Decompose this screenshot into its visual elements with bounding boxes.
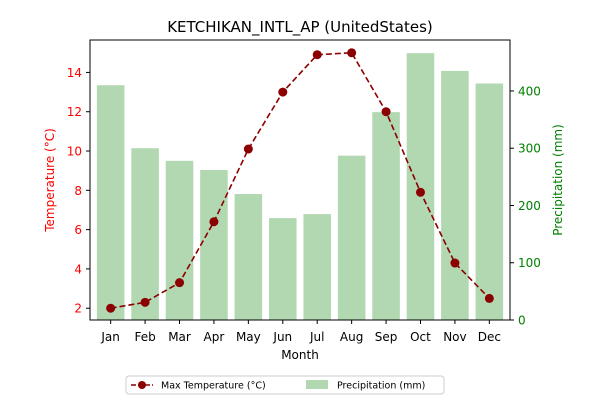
y-left-tick-label: 14 (67, 66, 82, 80)
y-right-tick-label: 100 (518, 256, 541, 270)
precip-bar-feb (131, 148, 159, 320)
temp-point-dec (484, 293, 494, 303)
precip-bar-may (234, 194, 263, 320)
x-tick-label: Jun (272, 330, 292, 344)
legend-box (125, 375, 445, 395)
precip-bar-jan (96, 85, 125, 321)
precip-bar-aug (337, 155, 366, 320)
x-tick-label: Sep (375, 330, 398, 344)
temp-point-jun (278, 87, 288, 97)
temperature-line (110, 51, 490, 309)
x-tick-label: Mar (168, 330, 191, 344)
precip-bar-oct (406, 53, 435, 320)
x-tick-label: Aug (340, 330, 363, 344)
temp-point-nov (450, 258, 460, 268)
legend: Max Temperature (°C) Precipitation (mm) (125, 375, 445, 395)
y-right-axis-label: Precipitation (mm) (551, 124, 565, 236)
x-tick-label: Dec (478, 330, 501, 344)
y-left-tick-label: 4 (74, 262, 82, 276)
temp-point-jul (312, 50, 322, 60)
temp-point-apr (209, 217, 219, 227)
precip-bar-sep (372, 112, 400, 320)
plot-frame (89, 39, 511, 321)
precip-bar-dec (475, 83, 504, 320)
temp-point-oct (415, 187, 425, 197)
y-right-tick-label: 200 (518, 199, 541, 213)
x-tick-label: Feb (134, 330, 155, 344)
x-tick-label: Apr (204, 330, 225, 344)
legend-label-precipitation: Precipitation (mm) (337, 381, 425, 392)
legend-label-temperature: Max Temperature (°C) (161, 381, 266, 392)
y-left-tick-label: 6 (74, 223, 82, 237)
temp-point-aug (347, 48, 357, 58)
precip-bar-apr (200, 169, 228, 320)
x-axis-label: Month (281, 348, 319, 362)
temp-point-jan (106, 303, 116, 313)
x-tick-label: May (236, 330, 261, 344)
y-right-tick-label: 400 (518, 84, 541, 98)
legend-marker (138, 381, 146, 389)
x-tick-label: Nov (443, 330, 466, 344)
y-right-tick-label: 300 (518, 142, 541, 156)
y-right-tick-label: 0 (518, 314, 526, 328)
x-tick-label: Jul (309, 330, 324, 344)
y-left-axis-label: Temperature (°C) (43, 128, 57, 233)
precip-bar-jun (269, 218, 297, 320)
temp-point-may (243, 144, 253, 154)
temp-point-feb (140, 297, 150, 307)
precip-bar-mar (165, 160, 194, 320)
x-tick-label: Jan (100, 330, 120, 344)
y-left-tick-label: 8 (74, 184, 82, 198)
y-left-tick-label: 2 (74, 302, 82, 316)
y-left-tick-label: 10 (67, 145, 82, 159)
legend-bar-swatch (306, 380, 328, 389)
precip-bar-nov (441, 70, 469, 320)
temp-point-sep (381, 107, 391, 117)
x-tick-label: Oct (410, 330, 431, 344)
temp-point-mar (175, 278, 185, 288)
precip-bar-jul (303, 214, 331, 320)
y-left-tick-label: 12 (67, 105, 82, 119)
chart-title: KETCHIKAN_INTL_AP (UnitedStates) (167, 18, 433, 37)
